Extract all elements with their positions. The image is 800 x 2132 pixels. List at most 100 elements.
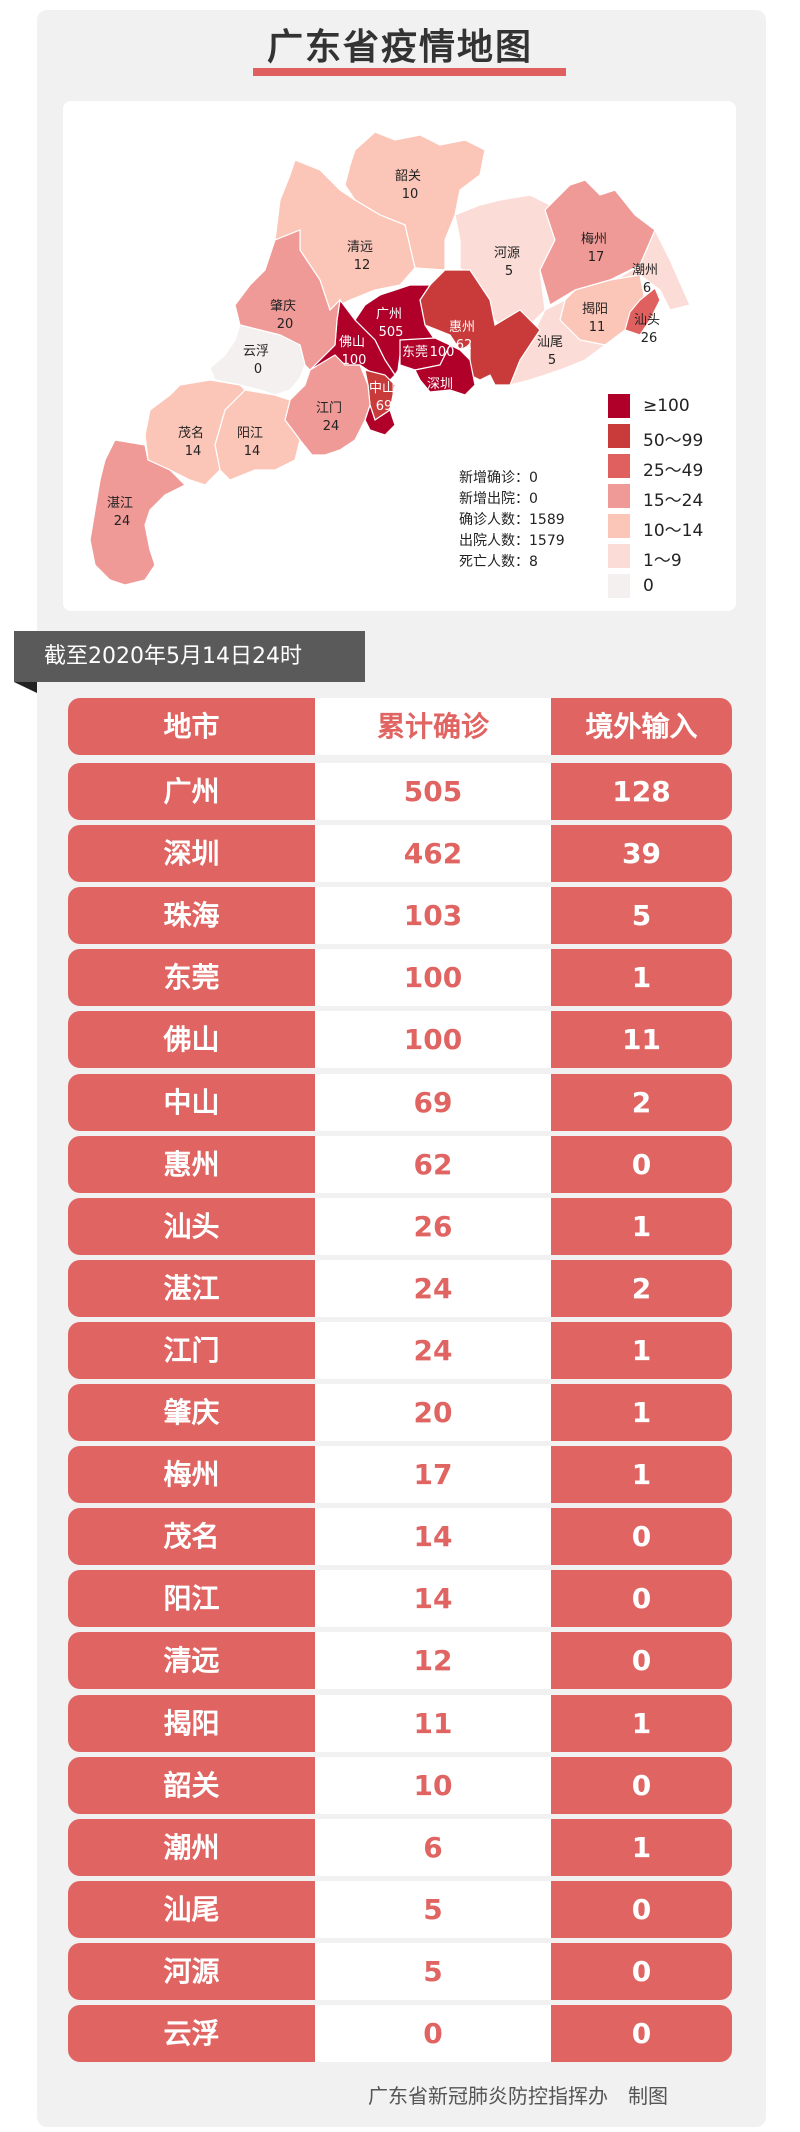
cell-imported: 1 (551, 1446, 732, 1504)
table-row: 茂名 14 0 (68, 1508, 732, 1566)
cell-confirmed: 5 (315, 1880, 551, 1938)
cell-imported: 0 (551, 1632, 732, 1690)
legend-swatch (608, 484, 630, 508)
map-region-name: 中山 (369, 381, 395, 396)
table-row: 河源 5 0 (68, 1942, 732, 2000)
cell-imported: 2 (551, 1259, 732, 1317)
legend-swatch (608, 454, 630, 478)
table-row: 江门 24 1 (68, 1321, 732, 1379)
stat-line: 新增出院：0 (459, 489, 565, 510)
table-row: 潮州 6 1 (68, 1818, 732, 1876)
stat-value: 8 (529, 554, 538, 570)
stat-label: 出院人数 (459, 533, 515, 549)
stat-separator: ： (515, 470, 529, 486)
legend-item: 25～49 (608, 454, 728, 481)
cell-confirmed: 505 (315, 763, 551, 820)
cell-city: 河源 (68, 1942, 315, 2000)
stat-label: 新增出院 (459, 491, 515, 507)
title-underline (253, 68, 566, 76)
stat-line: 死亡人数：8 (459, 552, 565, 573)
legend-label: 1～9 (643, 551, 682, 571)
map-region-value: 14 (185, 444, 202, 459)
cell-city: 阳江 (68, 1570, 315, 1628)
map-region-name: 韶关 (395, 168, 421, 184)
cell-city: 汕尾 (68, 1880, 315, 1938)
cell-imported: 0 (551, 1880, 732, 1938)
table-row: 肇庆 20 1 (68, 1384, 732, 1441)
table-row: 清远 12 0 (68, 1632, 732, 1690)
map-region-name: 江门 (316, 401, 342, 416)
map-panel: 韶关 10 清远 12 河源 5 梅州 17 潮州 6 揭阳 11 汕头 26 汕尾 5 惠州 62 广州 505 东莞… (63, 101, 736, 611)
cell-imported: 1 (551, 949, 732, 1007)
map-region-name: 揭阳 (582, 302, 608, 317)
cell-city: 湛江 (68, 1259, 315, 1317)
legend-label: 0 (643, 576, 654, 596)
map-region-name: 湛江 (107, 496, 133, 511)
map-region-value: 100 (430, 345, 455, 360)
table-row: 珠海 103 5 (68, 887, 732, 945)
cell-imported: 1 (551, 1818, 732, 1876)
cell-imported: 0 (551, 1942, 732, 2000)
cell-confirmed: 462 (315, 825, 551, 883)
legend-item: 0 (608, 574, 728, 598)
table-row: 东莞 100 1 (68, 949, 732, 1007)
cell-imported: 5 (551, 887, 732, 945)
cell-city: 深圳 (68, 825, 315, 883)
map-region-value: 12 (354, 258, 371, 273)
map-region-value: 24 (114, 514, 131, 529)
cell-confirmed: 5 (315, 1942, 551, 2000)
table-row: 梅州 17 1 (68, 1446, 732, 1504)
table-row: 云浮 0 0 (68, 2005, 732, 2062)
cell-confirmed: 10 (315, 1756, 551, 1814)
stat-value: 1589 (529, 512, 565, 528)
map-region-value: 462 (430, 395, 455, 410)
cell-confirmed: 26 (315, 1197, 551, 1255)
stat-separator: ： (515, 554, 529, 570)
map-region-value: 5 (505, 264, 513, 279)
cell-confirmed: 24 (315, 1321, 551, 1379)
cell-imported: 0 (551, 2005, 732, 2062)
map-region (144, 379, 246, 486)
stat-value: 0 (529, 491, 538, 507)
map-region-name: 河源 (494, 246, 520, 261)
map-region (234, 229, 341, 371)
cell-city: 云浮 (68, 2005, 315, 2062)
table-row: 阳江 14 0 (68, 1570, 732, 1628)
legend-item: 50～99 (608, 424, 728, 451)
map-region (274, 159, 416, 311)
cell-imported: 39 (551, 825, 732, 883)
legend-label: ≥100 (643, 396, 690, 416)
map-region-value: 11 (589, 320, 606, 335)
table-row: 汕尾 5 0 (68, 1880, 732, 1938)
date-tag: 截至2020年5月14日24时 (14, 631, 365, 682)
cell-city: 潮州 (68, 1818, 315, 1876)
map-region-value: 20 (277, 317, 294, 332)
cell-confirmed: 100 (315, 1011, 551, 1069)
table-header: 地市 累计确诊 境外输入 (68, 698, 732, 755)
cell-confirmed: 24 (315, 1259, 551, 1317)
legend-swatch (608, 544, 630, 568)
map-region-name: 佛山 (339, 335, 365, 350)
stat-separator: ： (515, 512, 529, 528)
cell-city: 梅州 (68, 1446, 315, 1504)
cell-city: 汕头 (68, 1197, 315, 1255)
legend-label: 15～24 (643, 491, 704, 511)
cell-imported: 1 (551, 1197, 732, 1255)
map-region-name: 深圳 (427, 377, 453, 392)
page-title: 广东省疫情地图 (266, 27, 533, 68)
cell-imported: 1 (551, 1384, 732, 1441)
legend-item: 1～9 (608, 544, 728, 571)
cell-city: 中山 (68, 1073, 315, 1131)
map-region-name: 梅州 (581, 232, 607, 247)
table-row: 中山 69 2 (68, 1073, 732, 1131)
map-region-value: 103 (399, 437, 424, 452)
map-region-name: 茂名 (178, 425, 204, 441)
header-imported: 境外输入 (551, 698, 732, 755)
cell-confirmed: 103 (315, 887, 551, 945)
map-region-name: 肇庆 (270, 299, 296, 314)
map-region (89, 439, 187, 586)
cell-imported: 2 (551, 1073, 732, 1131)
table-row: 佛山 100 11 (68, 1011, 732, 1069)
map-region-value: 505 (379, 325, 404, 340)
map-region-value: 17 (588, 250, 605, 265)
